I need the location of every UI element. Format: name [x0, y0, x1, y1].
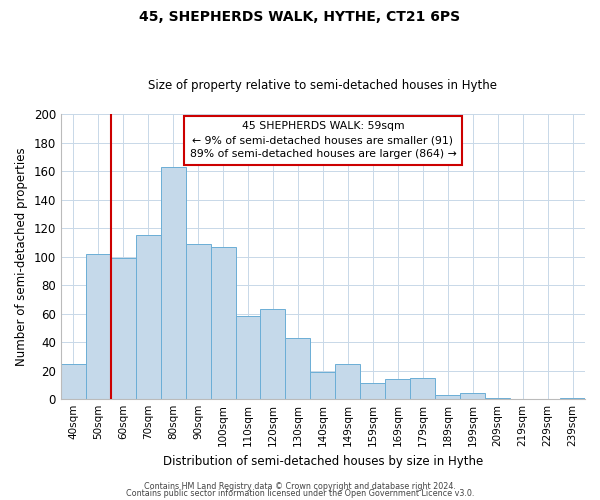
Bar [310, 372, 335, 399]
Bar [286, 338, 310, 399]
Bar [211, 246, 236, 399]
Text: 45, SHEPHERDS WALK, HYTHE, CT21 6PS: 45, SHEPHERDS WALK, HYTHE, CT21 6PS [139, 10, 461, 24]
Bar [185, 244, 211, 399]
Bar [86, 254, 111, 399]
Text: Contains public sector information licensed under the Open Government Licence v3: Contains public sector information licen… [126, 489, 474, 498]
Y-axis label: Number of semi-detached properties: Number of semi-detached properties [15, 148, 28, 366]
X-axis label: Distribution of semi-detached houses by size in Hythe: Distribution of semi-detached houses by … [163, 454, 483, 468]
Bar [136, 235, 161, 399]
Bar [460, 394, 485, 399]
Bar [260, 310, 286, 399]
Bar [111, 258, 136, 399]
Bar [236, 316, 260, 399]
Bar [485, 398, 510, 399]
Text: Contains HM Land Registry data © Crown copyright and database right 2024.: Contains HM Land Registry data © Crown c… [144, 482, 456, 491]
Text: 45 SHEPHERDS WALK: 59sqm
← 9% of semi-detached houses are smaller (91)
89% of se: 45 SHEPHERDS WALK: 59sqm ← 9% of semi-de… [190, 121, 456, 159]
Bar [61, 364, 86, 399]
Bar [560, 398, 585, 399]
Bar [361, 384, 385, 399]
Title: Size of property relative to semi-detached houses in Hythe: Size of property relative to semi-detach… [148, 79, 497, 92]
Bar [385, 379, 410, 399]
Bar [435, 395, 460, 399]
Bar [161, 167, 185, 399]
Bar [335, 364, 361, 399]
Bar [410, 378, 435, 399]
